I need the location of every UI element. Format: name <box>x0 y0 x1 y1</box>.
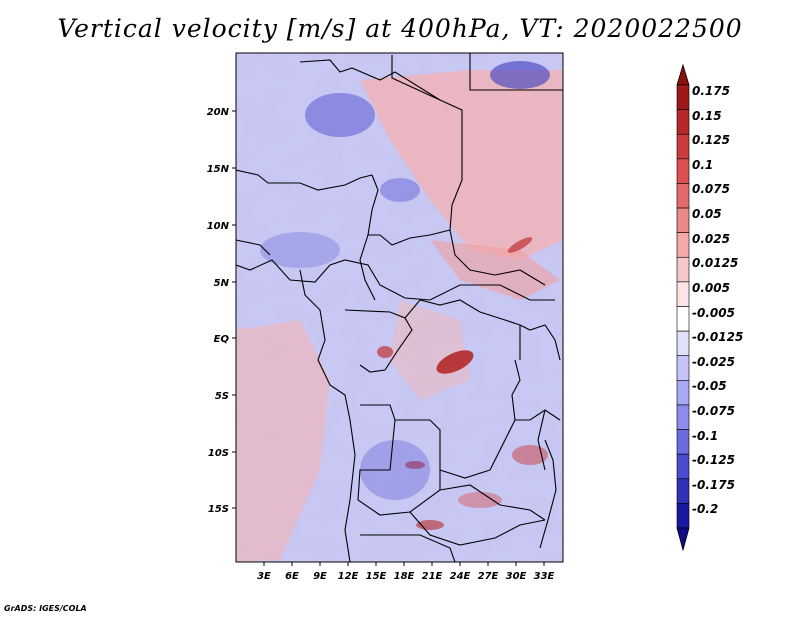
colorbar-swatch <box>676 478 690 504</box>
map-title: Vertical velocity [m/s] at 400hPa, VT: 2… <box>57 14 743 43</box>
colorbar-label: -0.1 <box>692 429 719 443</box>
lat-tick-label: 5S <box>215 391 229 402</box>
lon-tick-label: 18E <box>394 571 415 582</box>
colorbar-swatch <box>676 281 690 307</box>
country-boundaries <box>236 53 563 562</box>
lat-tick-label: 5N <box>214 278 230 289</box>
colorbar-lower-arrow <box>676 527 690 552</box>
colorbar-label: 0.005 <box>692 281 730 295</box>
lat-tick-label: 10S <box>208 448 229 459</box>
colorbar-label: -0.05 <box>692 379 727 393</box>
colorbar-label: 0.0125 <box>692 256 739 270</box>
lon-tick-label: 12E <box>338 571 359 582</box>
lon-tick-label: 27E <box>478 571 499 582</box>
lon-tick-label: 30E <box>506 571 527 582</box>
colorbar-upper-arrow <box>676 63 690 86</box>
colorbar-swatch <box>676 429 690 455</box>
lon-tick-label: 24E <box>450 571 471 582</box>
colorbar-label: 0.175 <box>692 84 730 98</box>
lon-tick-label: 33E <box>534 571 555 582</box>
lon-axis <box>263 562 545 566</box>
colorbar-swatch <box>676 84 690 110</box>
colorbar-swatch <box>676 306 690 332</box>
lon-tick-labels: 3E 6E 9E 12E 15E 18E 21E 24E 27E 30E 33E <box>257 571 554 582</box>
colorbar-swatch <box>676 207 690 233</box>
colorbar-label: -0.125 <box>692 453 735 467</box>
colorbar-swatch <box>676 404 690 430</box>
colorbar-label: -0.175 <box>692 478 735 492</box>
plot-frame <box>235 52 564 563</box>
lat-tick-label: 10N <box>207 221 230 232</box>
colorbar-label: -0.025 <box>692 355 735 369</box>
colorbar-swatch <box>676 133 690 160</box>
colorbar-label: -0.075 <box>692 404 735 418</box>
grads-credit: GrADS: IGES/COLA <box>4 604 87 613</box>
colorbar-swatch <box>676 503 690 529</box>
colorbar-swatch <box>676 183 690 209</box>
colorbar-swatch <box>676 109 690 135</box>
colorbar-swatch <box>676 330 690 357</box>
colorbar-swatch <box>676 453 690 480</box>
colorbar-swatch <box>676 380 690 406</box>
lat-tick-label: 15N <box>207 164 230 175</box>
colorbar-label: 0.1 <box>692 158 714 172</box>
colorbar-swatch <box>676 256 690 283</box>
colorbar-swatch <box>676 355 690 381</box>
lon-tick-label: 15E <box>366 571 387 582</box>
lon-tick-label: 21E <box>422 571 443 582</box>
lon-tick-label: 3E <box>257 571 271 582</box>
colorbar <box>676 63 690 552</box>
lat-tick-label: EQ <box>214 334 230 345</box>
colorbar-label: -0.2 <box>692 502 719 516</box>
lat-axis <box>232 110 236 509</box>
colorbar-label: -0.005 <box>692 306 735 320</box>
lat-tick-label: 20N <box>207 107 230 118</box>
colorbar-swatch <box>676 232 690 258</box>
velocity-field <box>236 53 563 562</box>
colorbar-label: 0.025 <box>692 232 730 246</box>
colorbar-label: 0.075 <box>692 182 730 196</box>
lat-tick-label: 15S <box>208 504 229 515</box>
lat-tick-labels: 20N 15N 10N 5N EQ 5S 10S 15S <box>207 107 230 515</box>
colorbar-label: 0.125 <box>692 133 730 147</box>
lon-tick-label: 9E <box>313 571 327 582</box>
colorbar-swatch <box>676 158 690 184</box>
colorbar-label: -0.0125 <box>692 330 744 344</box>
colorbar-label: 0.05 <box>692 207 722 221</box>
lon-tick-label: 6E <box>285 571 299 582</box>
colorbar-label: 0.15 <box>692 109 722 123</box>
